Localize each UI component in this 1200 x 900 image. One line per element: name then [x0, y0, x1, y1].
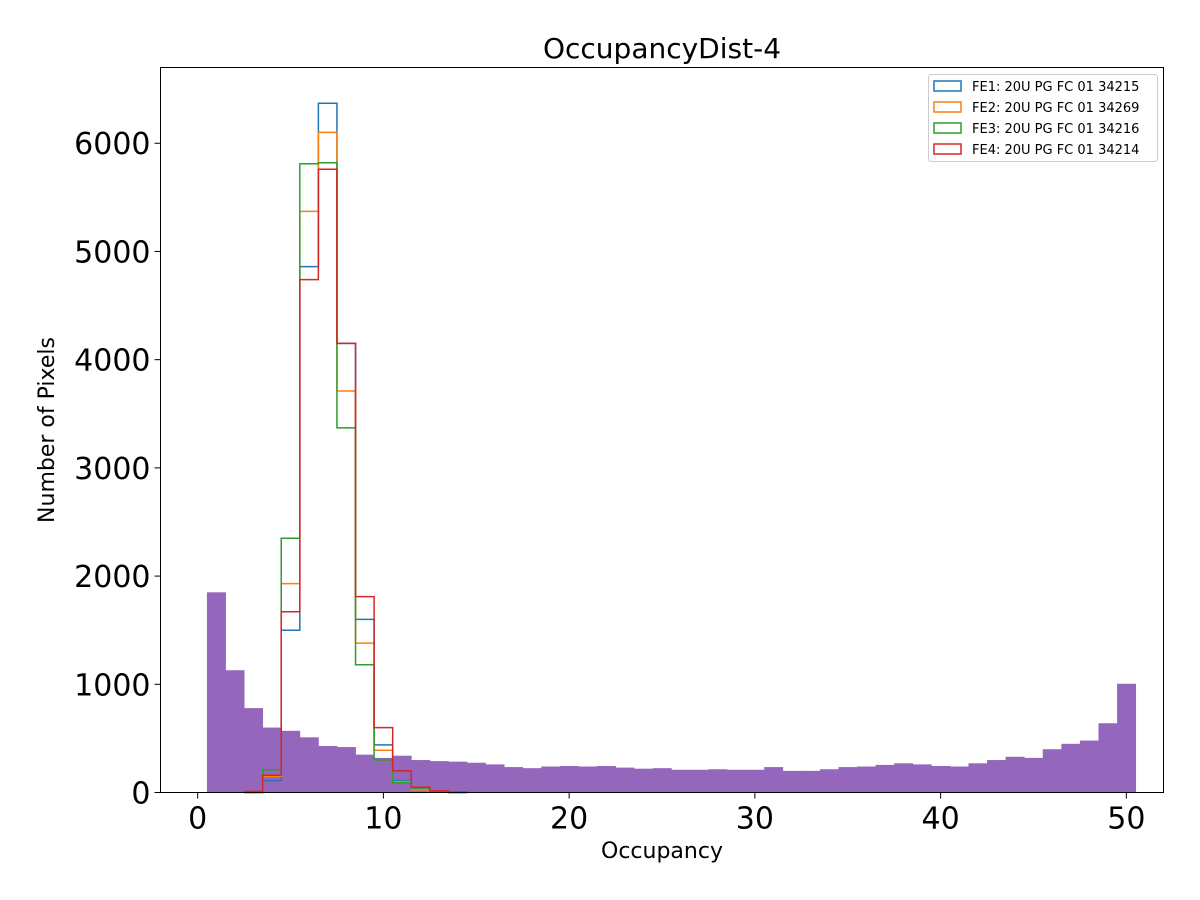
histogram-bar	[578, 766, 598, 793]
histogram-bar	[708, 769, 728, 793]
histogram-bar	[448, 761, 468, 793]
histogram-bar	[262, 727, 282, 793]
histogram-bar	[299, 737, 319, 793]
histogram-bar	[671, 769, 691, 793]
legend-swatch	[933, 80, 962, 92]
legend-label: FE3: 20U PG FC 01 34216	[972, 122, 1139, 137]
histogram-bar	[374, 757, 394, 793]
chart-title: OccupancyDist-4	[543, 32, 781, 65]
x-tick-label: 40	[922, 802, 960, 837]
histogram-bar	[949, 766, 969, 793]
histogram-bar	[318, 745, 338, 793]
legend-label: FE4: 20U PG FC 01 34214	[972, 143, 1139, 158]
histogram-bar	[987, 760, 1007, 793]
y-axis-label: Number of Pixels	[35, 337, 60, 523]
x-tick-label: 50	[1107, 802, 1145, 837]
legend-swatch	[933, 101, 962, 113]
histogram-bar	[764, 767, 784, 793]
y-tick-label: 4000	[74, 344, 150, 379]
legend: FE1: 20U PG FC 01 34215 FE2: 20U PG FC 01…	[928, 74, 1158, 162]
histogram-bar	[652, 768, 672, 793]
histogram-bar	[1117, 683, 1137, 793]
legend-box	[928, 74, 1158, 162]
histogram-bar	[336, 747, 356, 793]
histogram-bar	[819, 769, 839, 793]
histogram-bar	[634, 768, 654, 793]
histogram-bar	[466, 762, 486, 793]
histogram-bar	[689, 769, 709, 793]
histogram-bar	[522, 768, 542, 793]
histogram-bar	[1098, 723, 1118, 793]
x-axis-label: Occupancy	[601, 839, 723, 864]
y-tick-label: 0	[131, 777, 150, 812]
histogram-bar	[838, 767, 858, 793]
y-tick-label: 1000	[74, 668, 150, 703]
step-series-4	[243, 168, 468, 793]
histogram-bar	[411, 760, 431, 793]
histogram-bar	[857, 766, 876, 793]
histogram-bar	[615, 767, 635, 793]
histogram-bar	[559, 765, 579, 793]
histogram-bar	[392, 755, 412, 793]
histogram-bar	[206, 592, 226, 793]
histogram-bar	[485, 764, 505, 793]
legend-label: FE2: 20U PG FC 01 34269	[972, 101, 1139, 116]
histogram-bar	[912, 764, 932, 793]
x-tick-label: 10	[364, 802, 402, 837]
histogram-bar	[968, 763, 988, 793]
plot-frame	[160, 67, 1164, 793]
histogram-bar	[596, 765, 616, 793]
histogram-bar	[504, 767, 524, 793]
histogram-bar	[355, 754, 375, 793]
y-tick-label: 5000	[74, 235, 150, 270]
step-histograms	[243, 102, 468, 794]
legend-label: FE1: 20U PG FC 01 34215	[972, 80, 1139, 95]
histogram-bar	[1061, 743, 1081, 793]
legend-swatch	[933, 122, 962, 134]
y-tick-label: 2000	[74, 560, 150, 595]
histogram-bar	[801, 770, 821, 793]
x-tick-label: 0	[188, 802, 207, 837]
histogram-bar	[745, 769, 765, 793]
histogram-bar	[225, 670, 245, 793]
histogram-bar	[429, 761, 449, 793]
y-tick-label: 3000	[74, 452, 150, 487]
x-tick-label: 20	[550, 802, 588, 837]
y-axis-ticks: 0 1000 2000 3000 4000 5000 6000	[74, 127, 161, 812]
histogram-bar	[727, 769, 746, 793]
histogram-bar	[1005, 756, 1025, 793]
histogram-bar	[931, 765, 951, 793]
histogram-bar	[1042, 749, 1062, 793]
x-axis-ticks: 0 10 20 30 40 50	[188, 792, 1145, 837]
legend-swatch	[933, 143, 962, 155]
filled-histogram	[206, 592, 1137, 793]
histogram-bar	[782, 770, 802, 793]
histogram-bar	[281, 730, 301, 793]
y-tick-label: 6000	[74, 127, 150, 162]
histogram-bar	[894, 763, 914, 793]
histogram-bar	[875, 764, 895, 793]
x-tick-label: 30	[736, 802, 774, 837]
histogram-bar	[1024, 757, 1044, 793]
histogram-bar	[1079, 740, 1099, 793]
histogram-bar	[244, 708, 264, 793]
histogram-bar	[541, 766, 561, 793]
